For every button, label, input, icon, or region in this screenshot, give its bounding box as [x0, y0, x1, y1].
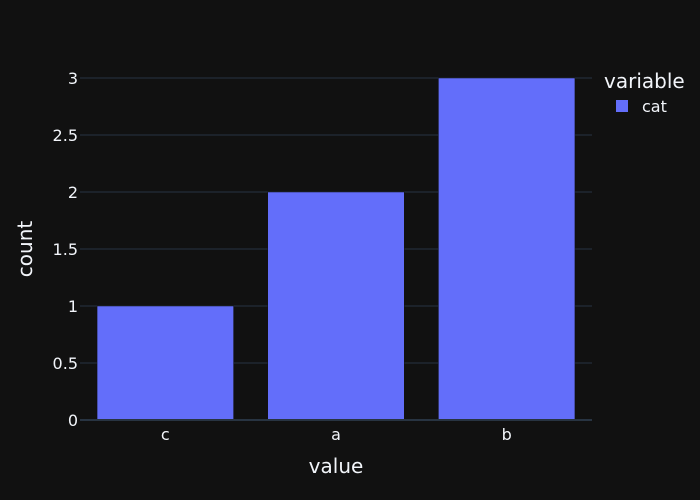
x-tick-label: a: [331, 425, 341, 444]
y-tick-label: 1.5: [53, 240, 78, 259]
x-tick-label: b: [502, 425, 512, 444]
y-tick-label: 0.5: [53, 354, 78, 373]
y-tick-label: 3: [68, 69, 78, 88]
x-tick-label: c: [161, 425, 170, 444]
y-tick-label: 2: [68, 183, 78, 202]
legend-swatch[interactable]: [616, 100, 628, 112]
bar-b[interactable]: [438, 77, 576, 421]
legend-item-label[interactable]: cat: [642, 97, 667, 116]
legend: variable cat: [604, 69, 685, 116]
y-axis-title: count: [13, 221, 37, 278]
y-tick-label: 0: [68, 411, 78, 430]
bars: [96, 77, 576, 421]
bar-a[interactable]: [267, 191, 405, 421]
bar-c[interactable]: [96, 305, 234, 421]
legend-title: variable: [604, 69, 685, 93]
y-tick-label: 1: [68, 297, 78, 316]
y-axis-ticks: 0 0.5 1 1.5 2 2.5 3: [53, 69, 78, 430]
x-axis-title: value: [309, 454, 364, 478]
y-tick-label: 2.5: [53, 126, 78, 145]
